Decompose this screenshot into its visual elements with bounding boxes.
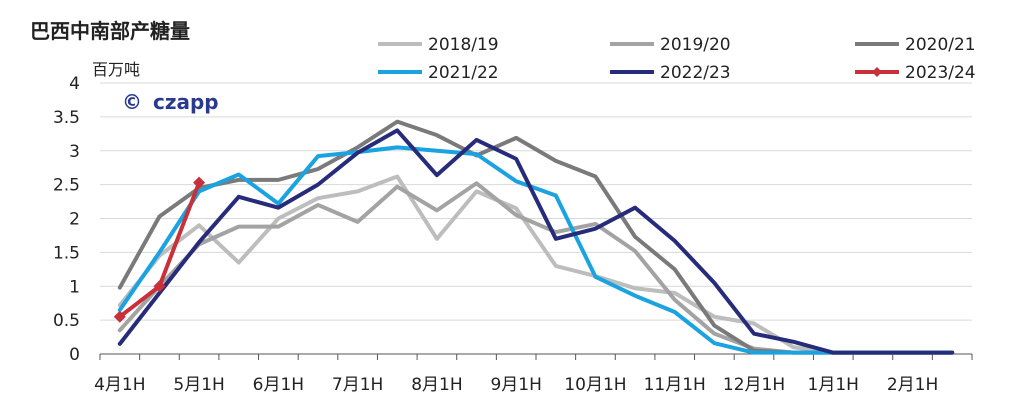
- y-tick-label: 1.5: [53, 243, 80, 263]
- y-tick-label: 2: [69, 210, 80, 230]
- y-tick-label: 0.5: [53, 311, 80, 331]
- series-line-2021-22: [117, 145, 955, 355]
- x-tick-label: 10月1H: [564, 375, 626, 395]
- legend-label-2023-24: 2023/24: [905, 63, 976, 83]
- x-tick-label: 11月1H: [644, 375, 706, 395]
- logo-text: czapp: [153, 90, 219, 114]
- x-tick-label: 2月1H: [887, 375, 938, 395]
- x-tick-label: 4月1H: [94, 375, 145, 395]
- y-tick-label: 0: [69, 345, 80, 365]
- x-tick-label: 8月1H: [411, 375, 462, 395]
- x-tick-label: 12月1H: [723, 375, 785, 395]
- legend-label-2019-20: 2019/20: [660, 35, 731, 55]
- legend: 2018/19 2019/20 2020/21 2021/22 2022/23 2023/…: [378, 35, 976, 83]
- data-point-2023-24: [193, 176, 206, 189]
- y-axis-ticks: 0 0.5 1 1.5 2 2.5 3 3.5 4: [53, 74, 80, 365]
- data-point-2023-24: [113, 310, 126, 323]
- legend-label-2020-21: 2020/21: [905, 35, 976, 55]
- x-tick-label: 7月1H: [332, 375, 383, 395]
- copyright-icon: ©: [122, 90, 142, 114]
- legend-label-2018-19: 2018/19: [428, 35, 499, 55]
- series-line-2019-20: [117, 181, 955, 355]
- legend-label-2022-23: 2022/23: [660, 63, 731, 83]
- y-axis-unit-label: 百万吨: [92, 60, 140, 79]
- y-tick-label: 3.5: [53, 108, 80, 128]
- y-tick-label: 4: [69, 74, 80, 94]
- series-line-2018-19: [117, 174, 955, 355]
- x-tick-label: 6月1H: [253, 375, 304, 395]
- data-point-2023-24: [153, 280, 166, 293]
- legend-marker-2023-24: [872, 67, 882, 77]
- chart-title: 巴西中南部产糖量: [30, 19, 190, 43]
- x-tick-label: 9月1H: [490, 375, 541, 395]
- logo: © czapp: [122, 90, 219, 114]
- y-tick-label: 2.5: [53, 176, 80, 196]
- x-tick-label: 5月1H: [173, 375, 224, 395]
- x-axis: 4月1H 5月1H 6月1H 7月1H 8月1H 9月1H 10月1H 11月1H 12月1H 1…: [94, 353, 973, 395]
- x-tick-label: 1月1H: [808, 375, 859, 395]
- y-tick-label: 3: [69, 142, 80, 162]
- legend-label-2021-22: 2021/22: [428, 63, 499, 83]
- series-line-2022-23: [117, 128, 955, 355]
- y-tick-label: 1: [69, 277, 80, 297]
- series-lines: [113, 119, 955, 355]
